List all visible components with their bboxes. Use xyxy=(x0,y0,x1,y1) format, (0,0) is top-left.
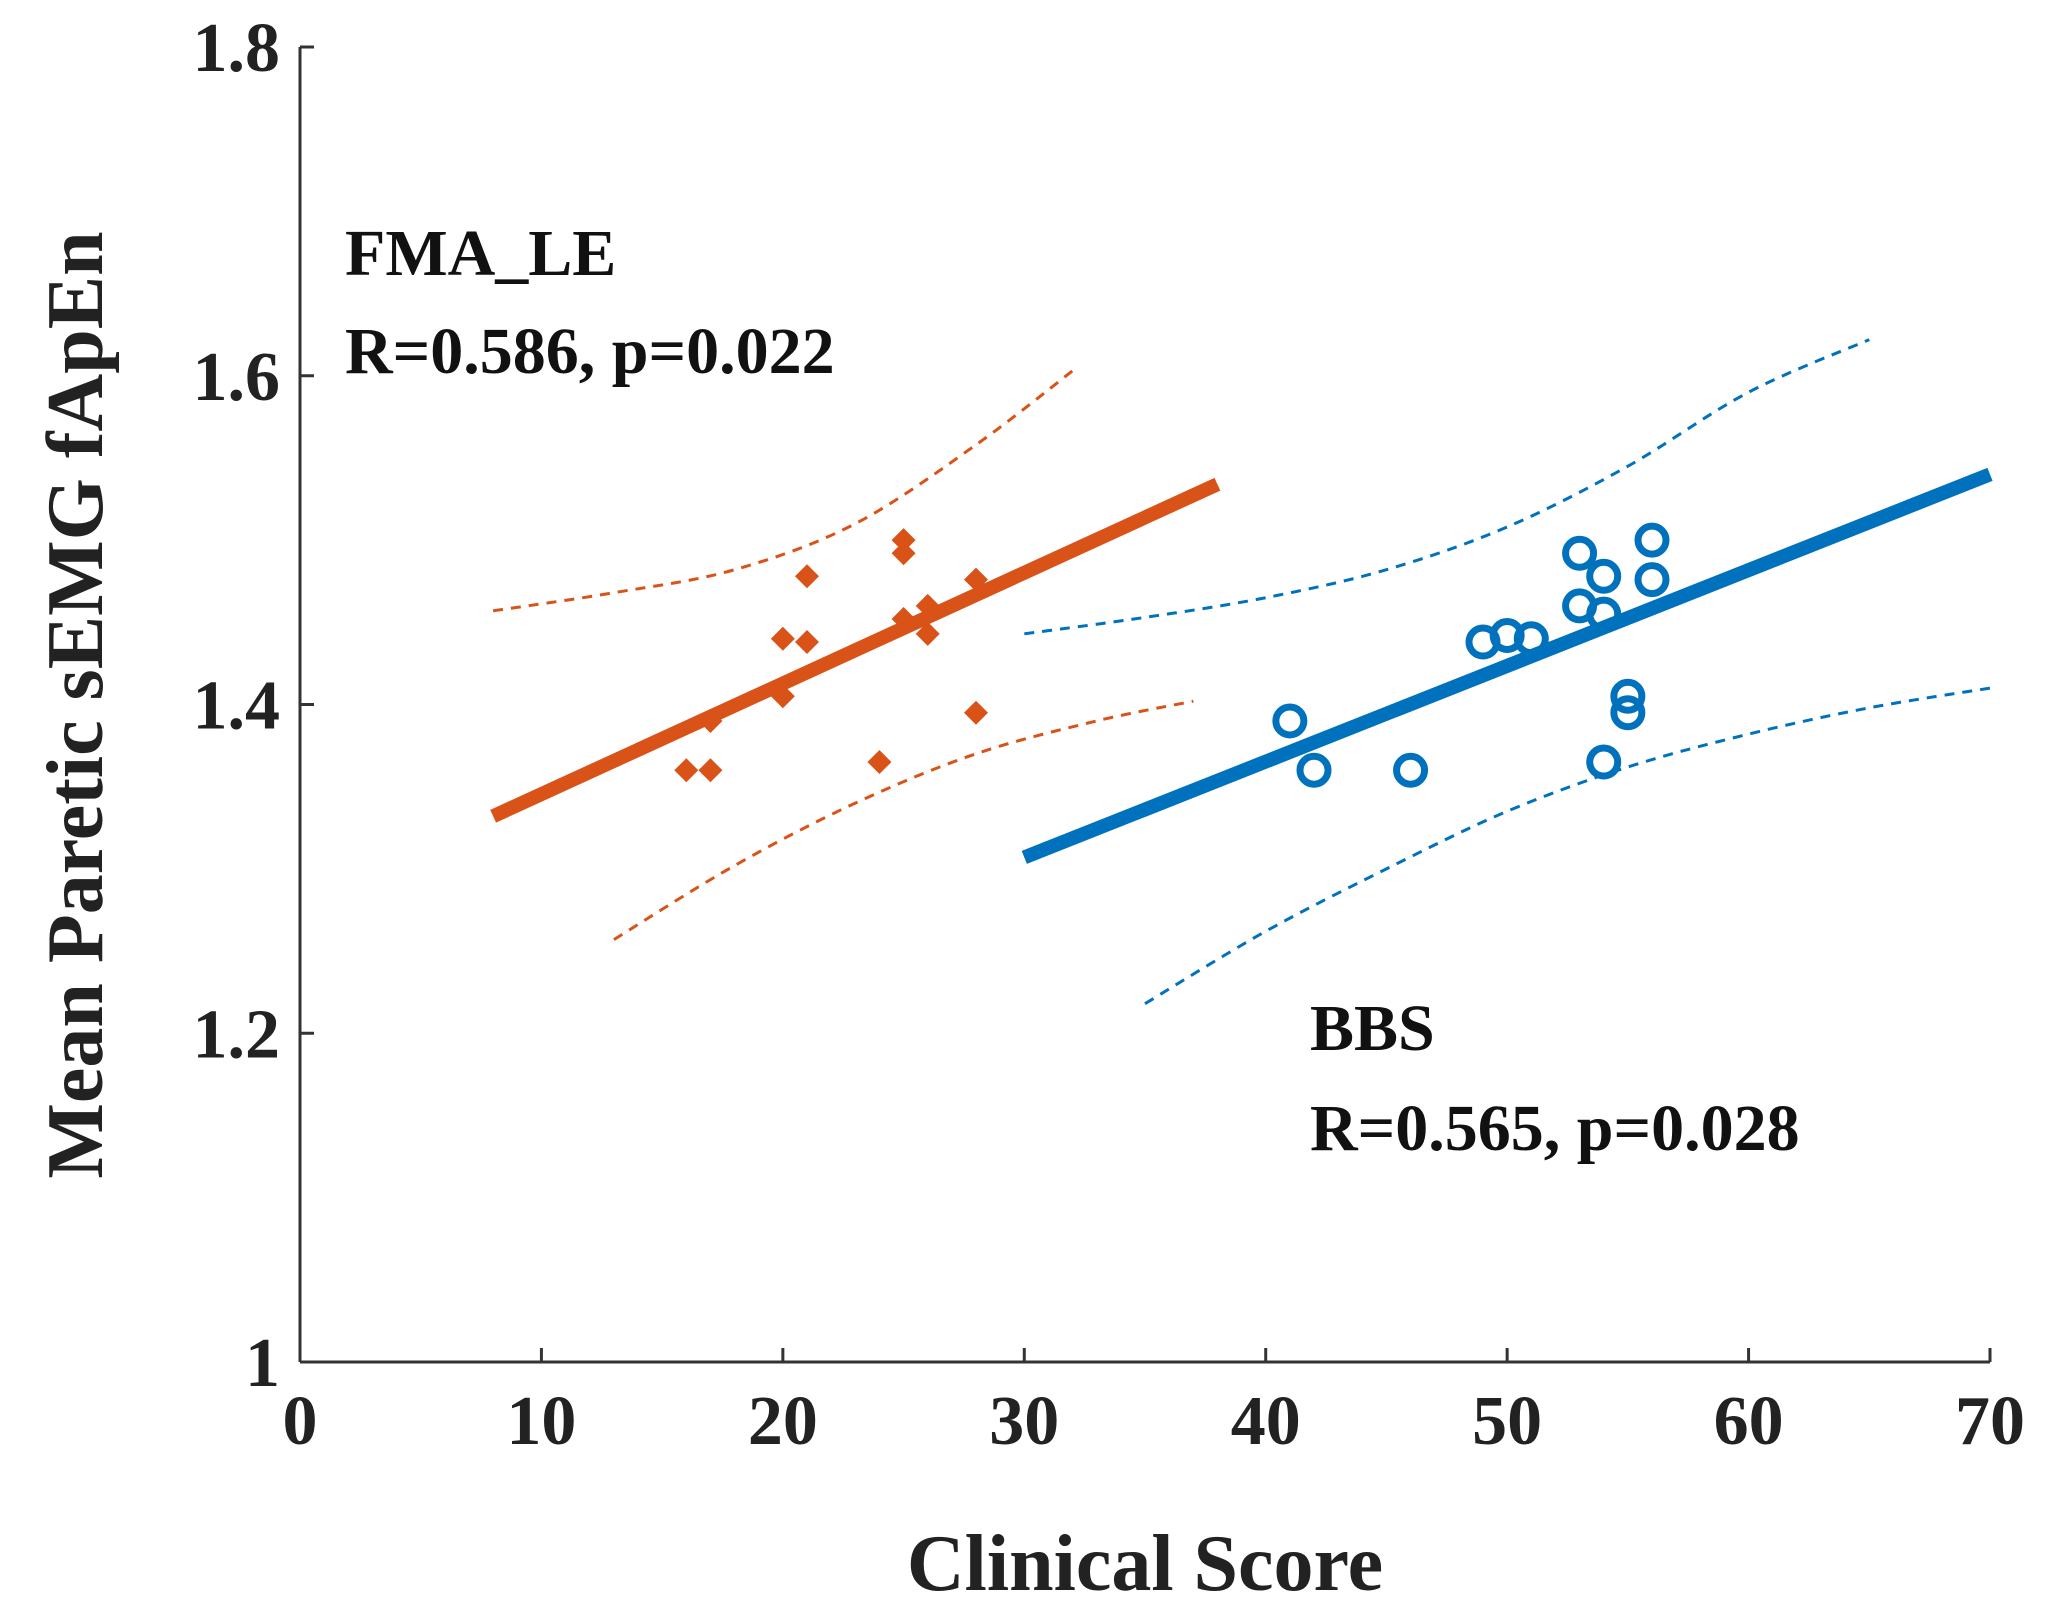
x-ticks: 0 10 20 30 40 50 60 70 xyxy=(283,1348,2025,1460)
bbs-ci-lower-line xyxy=(1144,686,1991,1005)
x-tick-label: 0 xyxy=(283,1383,318,1460)
fma-le-fit-line xyxy=(490,477,1221,823)
fma-le-point xyxy=(867,750,892,775)
confidence-bands xyxy=(492,338,1991,1005)
bbs-annotation-title: BBS xyxy=(1310,992,1435,1065)
y-axis-title: Mean Paretic sEMG fApEn xyxy=(32,231,120,1178)
bbs-point xyxy=(1634,522,1670,558)
fma-le-point xyxy=(915,621,940,646)
bbs-point xyxy=(1272,703,1308,739)
bbs-annotation-stats: R=0.565, p=0.028 xyxy=(1310,1092,1800,1165)
bbs-point xyxy=(1610,678,1646,714)
fma-le-point xyxy=(891,541,916,566)
y-ticks: 1 1.2 1.4 1.6 1.8 xyxy=(193,10,314,1402)
fma-le-point xyxy=(698,758,723,783)
x-tick-label: 20 xyxy=(748,1383,818,1460)
bbs-point xyxy=(1296,752,1332,788)
bbs-point xyxy=(1393,752,1429,788)
bbs-fit-line xyxy=(1021,467,1993,864)
fma-le-point xyxy=(915,593,940,618)
fma-le-point xyxy=(891,607,916,632)
x-tick-label: 10 xyxy=(506,1383,576,1460)
y-tick-label: 1 xyxy=(245,1325,280,1402)
y-tick-label: 1.6 xyxy=(193,339,281,416)
x-tick-label: 70 xyxy=(1955,1383,2025,1460)
fma-le-point xyxy=(964,567,988,592)
fma-le-point xyxy=(964,700,988,725)
bbs-point xyxy=(1634,562,1670,598)
bbs-point xyxy=(1586,744,1622,780)
bbs-point xyxy=(1586,596,1622,632)
y-tick-label: 1.8 xyxy=(193,10,281,87)
x-axis-title: Clinical Score xyxy=(907,1520,1383,1608)
bbs-point xyxy=(1513,621,1549,657)
x-tick-label: 60 xyxy=(1714,1383,1784,1460)
x-tick-label: 30 xyxy=(989,1383,1059,1460)
y-tick-label: 1.4 xyxy=(193,668,281,745)
data-points xyxy=(674,522,1670,788)
fma-annotation-stats: R=0.586, p=0.022 xyxy=(345,315,835,388)
x-tick-label: 50 xyxy=(1472,1383,1542,1460)
fma-le-ci-lower-line xyxy=(613,699,1194,941)
fma-le-ci-upper-line xyxy=(492,369,1074,613)
bbs-ci-upper-line xyxy=(1024,338,1870,636)
bbs-point xyxy=(1562,535,1598,571)
fma-le-point xyxy=(698,708,723,733)
x-tick-label: 40 xyxy=(1231,1383,1301,1460)
regression-lines xyxy=(490,467,1993,864)
bbs-point xyxy=(1586,558,1622,594)
fma-le-point xyxy=(795,564,819,589)
fma-le-point xyxy=(674,758,699,783)
fma-le-point xyxy=(770,684,795,709)
fma-le-point xyxy=(770,626,795,651)
fma-annotation-title: FMA_LE xyxy=(345,217,616,290)
fma-le-point xyxy=(795,630,819,655)
bbs-point xyxy=(1610,695,1646,731)
fma-le-point xyxy=(891,528,916,553)
y-tick-label: 1.2 xyxy=(193,996,281,1073)
